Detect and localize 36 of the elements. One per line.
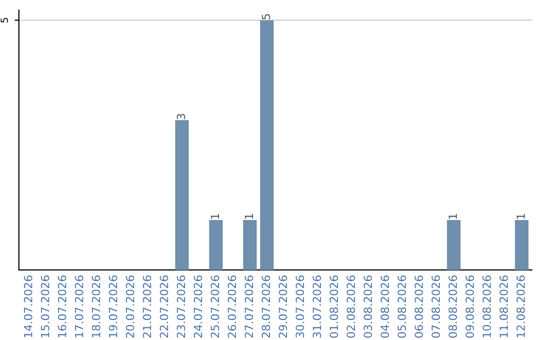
x-tick-label: 29.07.2026 [278,276,288,338]
data-label: 1 [516,214,525,219]
x-tick-label: 11.08.2026 [500,276,508,338]
data-label: 1 [210,214,220,219]
x-tick-label: 06.08.2026 [414,276,424,338]
x-tick-label: 10.08.2026 [482,276,491,338]
x-tick-label: 23.07.2026 [176,276,186,338]
x-tick-label: 30.07.2026 [296,276,304,338]
x-tick-label: 16.07.2026 [58,276,66,338]
x-tick-label: 14.07.2026 [24,276,32,338]
x-tick-label: 15.07.2026 [40,276,50,338]
x-tick-label: 12.08.2026 [516,276,525,338]
x-tick-label: 09.08.2026 [466,276,474,338]
data-label: 1 [244,214,253,219]
data-label: 3 [176,114,186,120]
x-tick-label: 22.07.2026 [160,276,168,338]
x-tick-label: 18.07.2026 [92,276,100,338]
x-tick-label: 31.07.2026 [312,276,322,338]
x-tick-label: 01.08.2026 [330,276,338,338]
x-tick-label: 19.07.2026 [108,276,118,338]
x-tick-label: 05.08.2026 [398,276,406,338]
x-tick-label: 03.08.2026 [364,276,372,338]
x-tick-label: 17.07.2026 [74,276,84,338]
data-label: 1 [448,214,457,219]
x-tick-label: 20.07.2026 [126,276,134,338]
x-tick-label: 27.07.2026 [244,276,254,338]
x-tick-label: 25.07.2026 [210,276,220,338]
x-tick-label: 21.07.2026 [142,276,152,338]
x-tick-label: 02.08.2026 [346,276,356,338]
x-tick-label: 28.07.2026 [262,276,270,338]
x-tick-label: 07.08.2026 [432,276,440,338]
x-tick-label: 26.07.2026 [228,276,236,338]
data-label: 5 [262,14,270,20]
x-tick-label: 24.07.2026 [194,276,202,338]
x-tick-label: 08.08.2026 [448,276,457,338]
x-tick-label: 04.08.2026 [380,276,390,338]
